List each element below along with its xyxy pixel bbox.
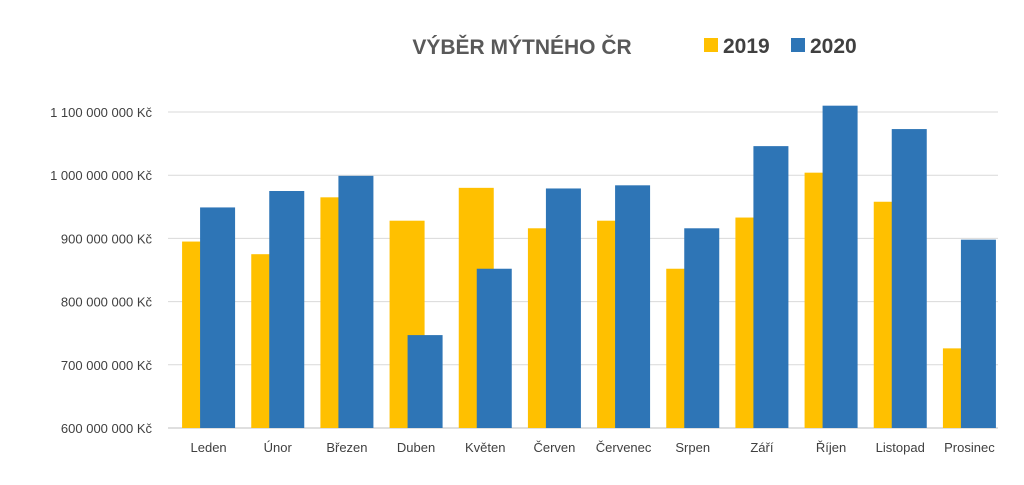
x-category-label: Říjen — [816, 440, 846, 455]
legend-swatch-2020 — [791, 38, 805, 52]
x-category-label: Květen — [465, 440, 505, 455]
x-category-label: Listopad — [876, 440, 925, 455]
legend: 2019 2020 — [704, 35, 857, 58]
legend-label-2019: 2019 — [723, 35, 770, 58]
bar-2020-Prosinec — [960, 239, 996, 428]
y-tick-label: 600 000 000 Kč — [61, 421, 153, 436]
x-category-label: Červenec — [596, 440, 652, 455]
x-category-label: Duben — [397, 440, 435, 455]
bar-2020-Listopad — [891, 129, 927, 428]
legend-label-2020: 2020 — [810, 35, 857, 58]
bar-2020-Říjen — [822, 105, 858, 429]
bar-2020-Srpen — [684, 228, 720, 428]
x-category-label: Červen — [533, 440, 575, 455]
y-tick-label: 900 000 000 Kč — [61, 231, 153, 246]
y-tick-label: 700 000 000 Kč — [61, 358, 153, 373]
bar-2020-Květen — [476, 268, 512, 428]
x-category-label: Leden — [191, 440, 227, 455]
x-category-label: Srpen — [675, 440, 710, 455]
bar-2020-Únor — [269, 191, 305, 428]
x-axis-category-labels: Leden Únor Březen Duben Květen Červen Červenec… — [191, 440, 996, 455]
bars — [182, 105, 996, 429]
bar-2020-Červen — [545, 188, 581, 428]
bar-2020-Březen — [338, 175, 374, 428]
chart-title: VÝBĚR MÝTNÉHO ČR — [412, 35, 631, 59]
y-tick-label: 1 100 000 000 Kč — [50, 105, 152, 120]
y-axis-tick-labels: 600 000 000 Kč 700 000 000 Kč 800 000 000 … — [50, 105, 152, 436]
bar-2020-Leden — [200, 207, 236, 428]
bar-2020-Září — [753, 146, 789, 429]
bar-2020-Duben — [407, 335, 443, 428]
x-category-label: Březen — [326, 440, 367, 455]
legend-swatch-2019 — [704, 38, 718, 52]
bar-2020-Červenec — [615, 185, 651, 428]
x-category-label: Prosinec — [944, 440, 995, 455]
x-category-label: Únor — [264, 440, 293, 455]
y-tick-label: 1 000 000 000 Kč — [50, 168, 152, 183]
gridlines — [168, 111, 998, 429]
x-category-label: Září — [750, 440, 774, 455]
y-tick-label: 800 000 000 Kč — [61, 295, 153, 310]
